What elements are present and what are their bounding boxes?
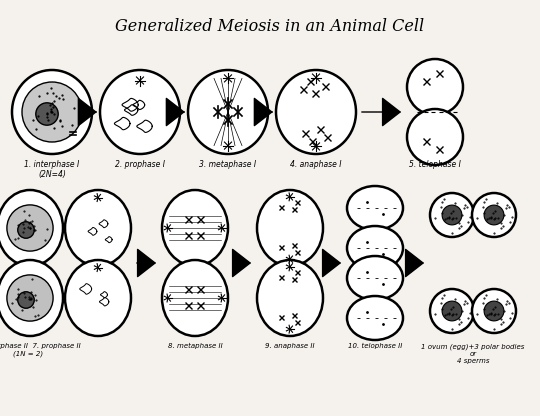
Circle shape bbox=[430, 289, 474, 333]
Ellipse shape bbox=[65, 190, 131, 266]
Ellipse shape bbox=[188, 70, 268, 154]
Circle shape bbox=[472, 193, 516, 237]
Circle shape bbox=[430, 193, 474, 237]
Text: 1 ovum (egg)+3 polar bodies
or
4 sperms: 1 ovum (egg)+3 polar bodies or 4 sperms bbox=[421, 343, 525, 364]
Circle shape bbox=[442, 205, 462, 225]
Text: 2. prophase I: 2. prophase I bbox=[115, 160, 165, 169]
Ellipse shape bbox=[276, 70, 356, 154]
Ellipse shape bbox=[347, 256, 403, 300]
Text: 10. telophase II: 10. telophase II bbox=[348, 343, 402, 349]
Ellipse shape bbox=[347, 296, 403, 340]
Ellipse shape bbox=[407, 59, 463, 115]
Ellipse shape bbox=[162, 190, 228, 266]
Ellipse shape bbox=[0, 190, 63, 266]
Text: 3. metaphase I: 3. metaphase I bbox=[199, 160, 256, 169]
Ellipse shape bbox=[347, 186, 403, 230]
Ellipse shape bbox=[257, 190, 323, 266]
Ellipse shape bbox=[407, 109, 463, 165]
Ellipse shape bbox=[0, 260, 63, 336]
Circle shape bbox=[472, 289, 516, 333]
Circle shape bbox=[7, 205, 53, 251]
Ellipse shape bbox=[100, 70, 180, 154]
Ellipse shape bbox=[162, 260, 228, 336]
Circle shape bbox=[36, 103, 58, 125]
Circle shape bbox=[18, 222, 34, 238]
Ellipse shape bbox=[347, 226, 403, 270]
Circle shape bbox=[484, 301, 504, 321]
Text: 9. anaphase II: 9. anaphase II bbox=[265, 343, 315, 349]
Circle shape bbox=[442, 301, 462, 321]
Circle shape bbox=[18, 292, 34, 308]
Text: 4. anaphase I: 4. anaphase I bbox=[291, 160, 342, 169]
Text: 8. metaphase II: 8. metaphase II bbox=[167, 343, 222, 349]
Circle shape bbox=[484, 205, 504, 225]
Ellipse shape bbox=[65, 260, 131, 336]
Text: 6. interphase II  7. prophase II
(1N = 2): 6. interphase II 7. prophase II (1N = 2) bbox=[0, 343, 81, 357]
Text: 5. telophase I: 5. telophase I bbox=[409, 160, 461, 169]
Circle shape bbox=[22, 82, 82, 142]
Circle shape bbox=[7, 275, 53, 321]
Ellipse shape bbox=[257, 260, 323, 336]
Ellipse shape bbox=[12, 70, 92, 154]
Text: 1. interphase I
(2N=4): 1. interphase I (2N=4) bbox=[24, 160, 79, 179]
Text: Generalized Meiosis in an Animal Cell: Generalized Meiosis in an Animal Cell bbox=[116, 18, 424, 35]
